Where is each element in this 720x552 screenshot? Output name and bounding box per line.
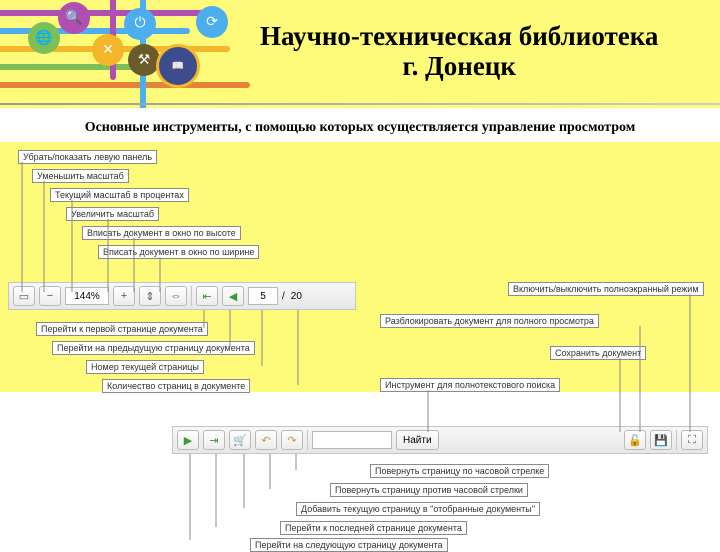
header-icon: ⏻ [124, 8, 156, 40]
header-icon: 🌐 [28, 22, 60, 54]
leader-lines [0, 142, 720, 540]
header: 🔍 ⟳ ⏻ 🌐 ✕ ⚒ 📖 Научно-техническая библиот… [0, 0, 720, 108]
subtitle: Основные инструменты, с помощью которых … [20, 120, 700, 136]
header-icon: ⚒ [128, 44, 160, 76]
header-icon: 🔍 [58, 2, 90, 34]
header-icon: ⟳ [196, 6, 228, 38]
diagram-area: Убрать/показать левую панель Уменьшить м… [0, 142, 720, 540]
header-icon: ✕ [92, 34, 124, 66]
title-line2: г. Донецк [402, 51, 515, 81]
logo-icon: 📖 [156, 44, 200, 88]
page-title: Научно-техническая библиотека г. Донецк [260, 22, 658, 81]
callout-next-page: Перейти на следующую страницу документа [250, 538, 448, 552]
title-line1: Научно-техническая библиотека [260, 21, 658, 51]
